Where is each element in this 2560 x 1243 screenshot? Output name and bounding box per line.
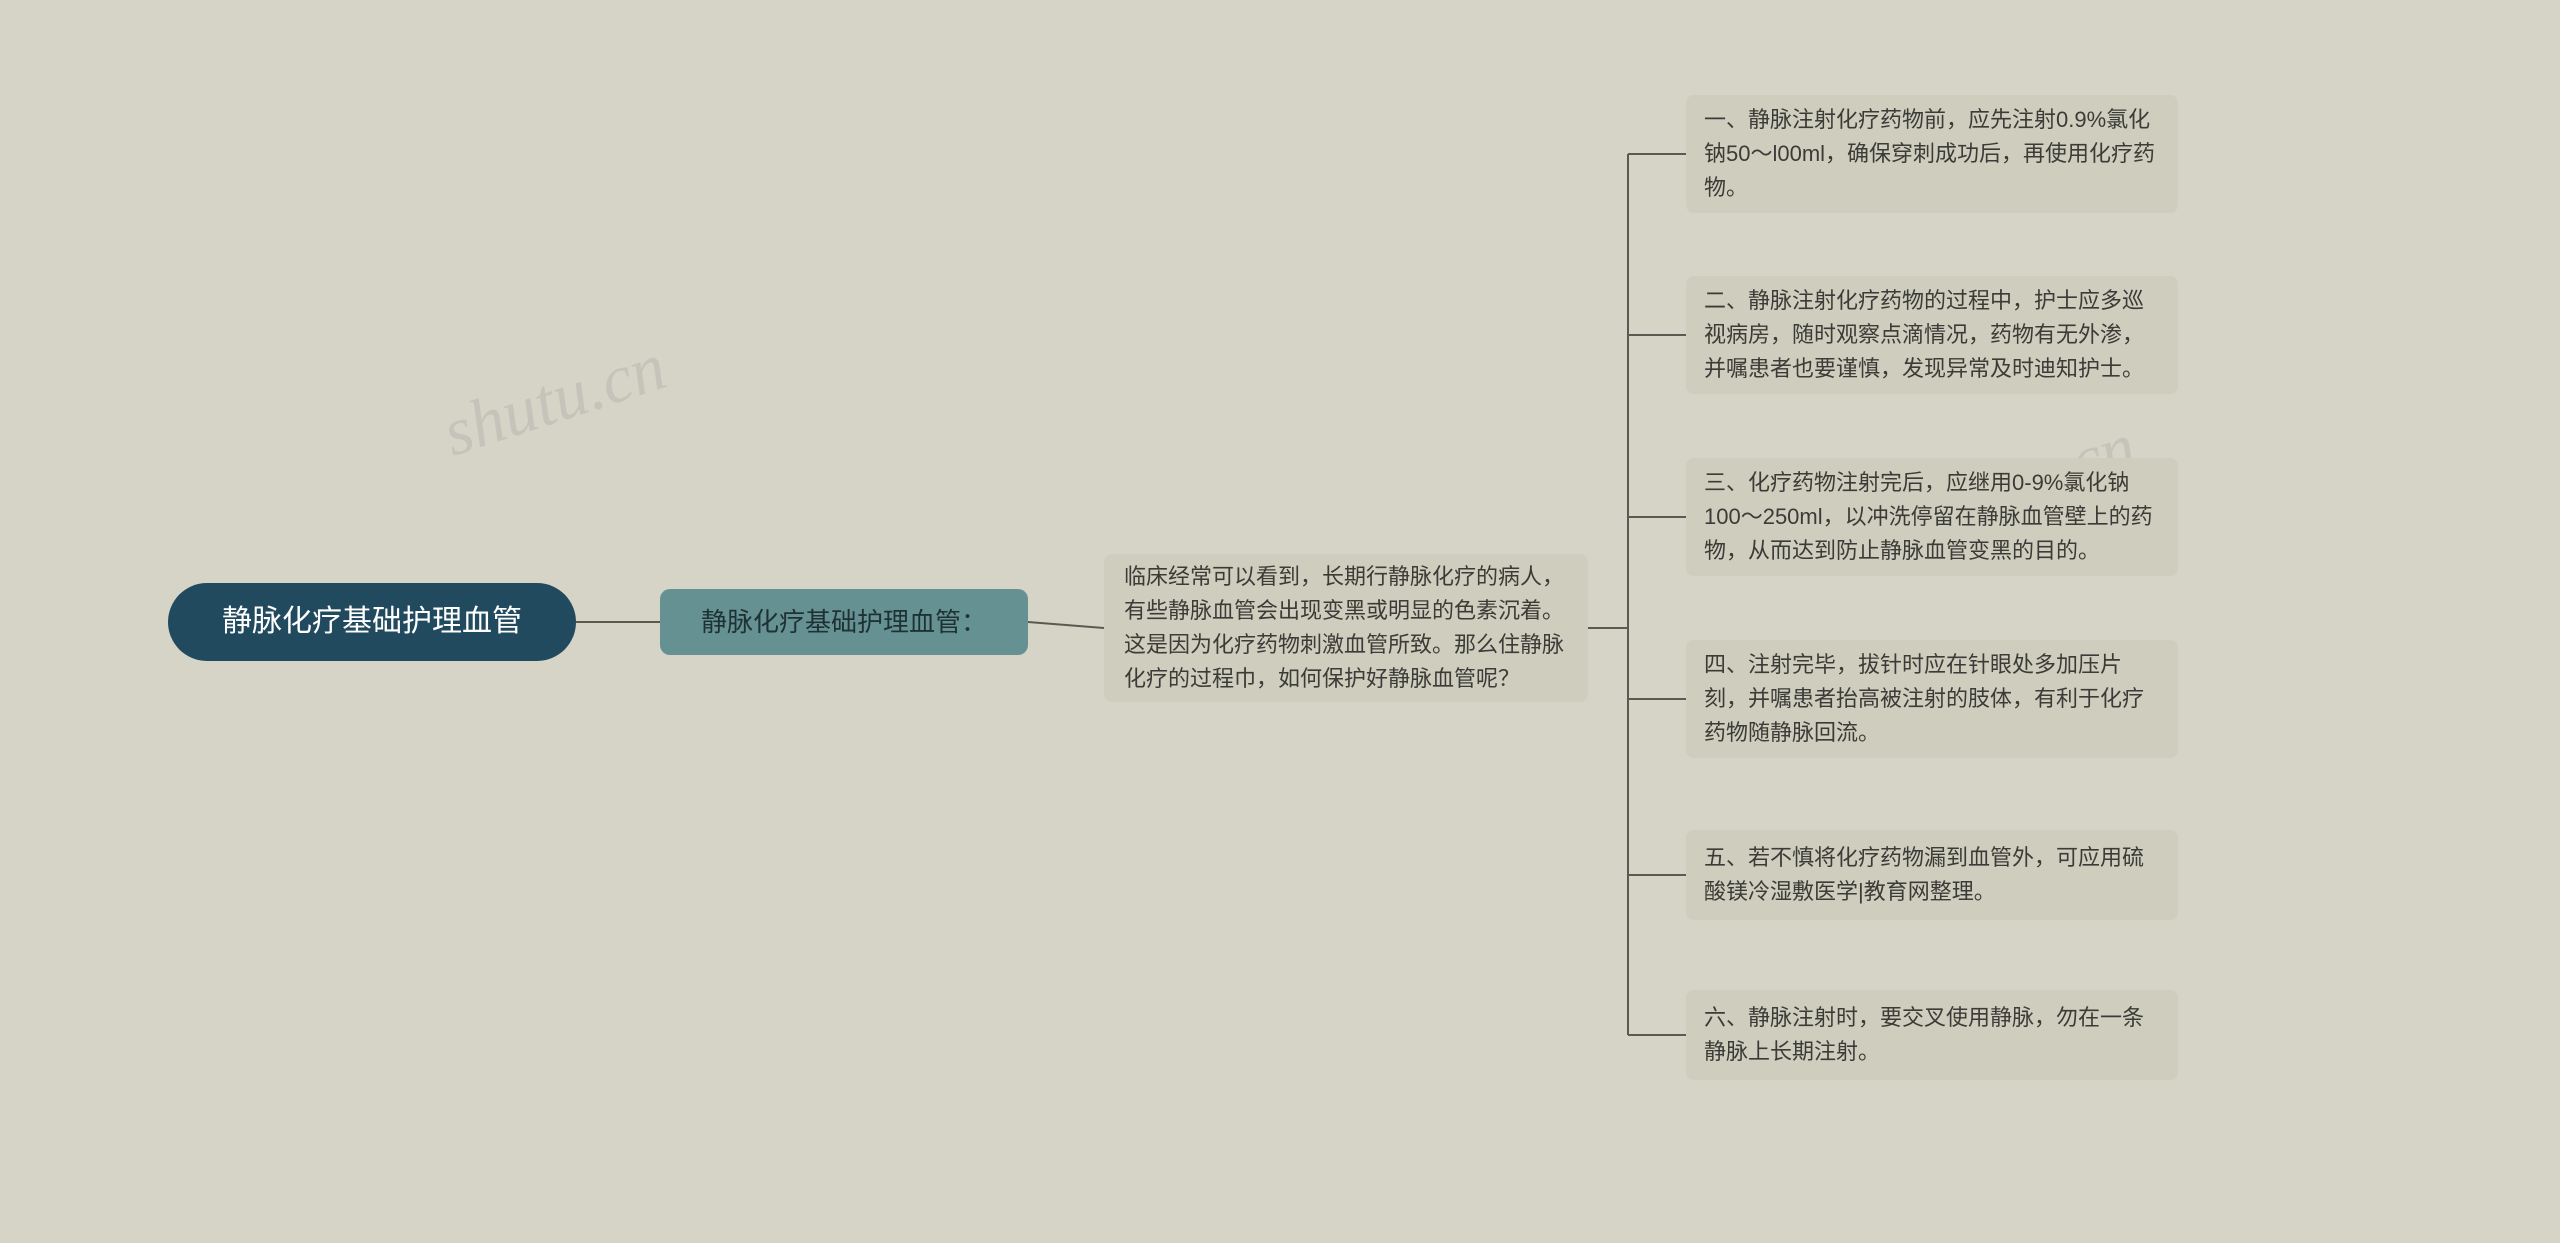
level1-node[interactable]: 静脉化疗基础护理血管： — [660, 589, 1028, 655]
leaf-node-4[interactable]: 四、注射完毕，拔针时应在针眼处多加压片刻，并嘱患者抬高被注射的肢体，有利于化疗药… — [1686, 640, 2178, 758]
root-node[interactable]: 静脉化疗基础护理血管 — [168, 583, 576, 661]
leaf-node-6[interactable]: 六、静脉注射时，要交叉使用静脉，勿在一条静脉上长期注射。 — [1686, 990, 2178, 1080]
leaf-node-2[interactable]: 二、静脉注射化疗药物的过程中，护士应多巡视病房，随时观察点滴情况，药物有无外渗，… — [1686, 276, 2178, 394]
leaf-node-3[interactable]: 三、化疗药物注射完后，应继用0-9%氯化钠100～250ml，以冲洗停留在静脉血… — [1686, 458, 2178, 576]
level2-node[interactable]: 临床经常可以看到，长期行静脉化疗的病人，有些静脉血管会出现变黑或明显的色素沉着。… — [1104, 554, 1588, 702]
mindmap-canvas: shutu.cn shutu.cn 静脉化疗基础护理血管 静脉化疗基础护理血管：… — [0, 0, 2560, 1243]
leaf-node-1[interactable]: 一、静脉注射化疗药物前，应先注射0.9%氯化钠50～l00ml，确保穿刺成功后，… — [1686, 95, 2178, 213]
watermark-1: shutu.cn — [433, 327, 675, 473]
leaf-node-5[interactable]: 五、若不慎将化疗药物漏到血管外，可应用硫酸镁冷湿敷医学|教育网整理。 — [1686, 830, 2178, 920]
